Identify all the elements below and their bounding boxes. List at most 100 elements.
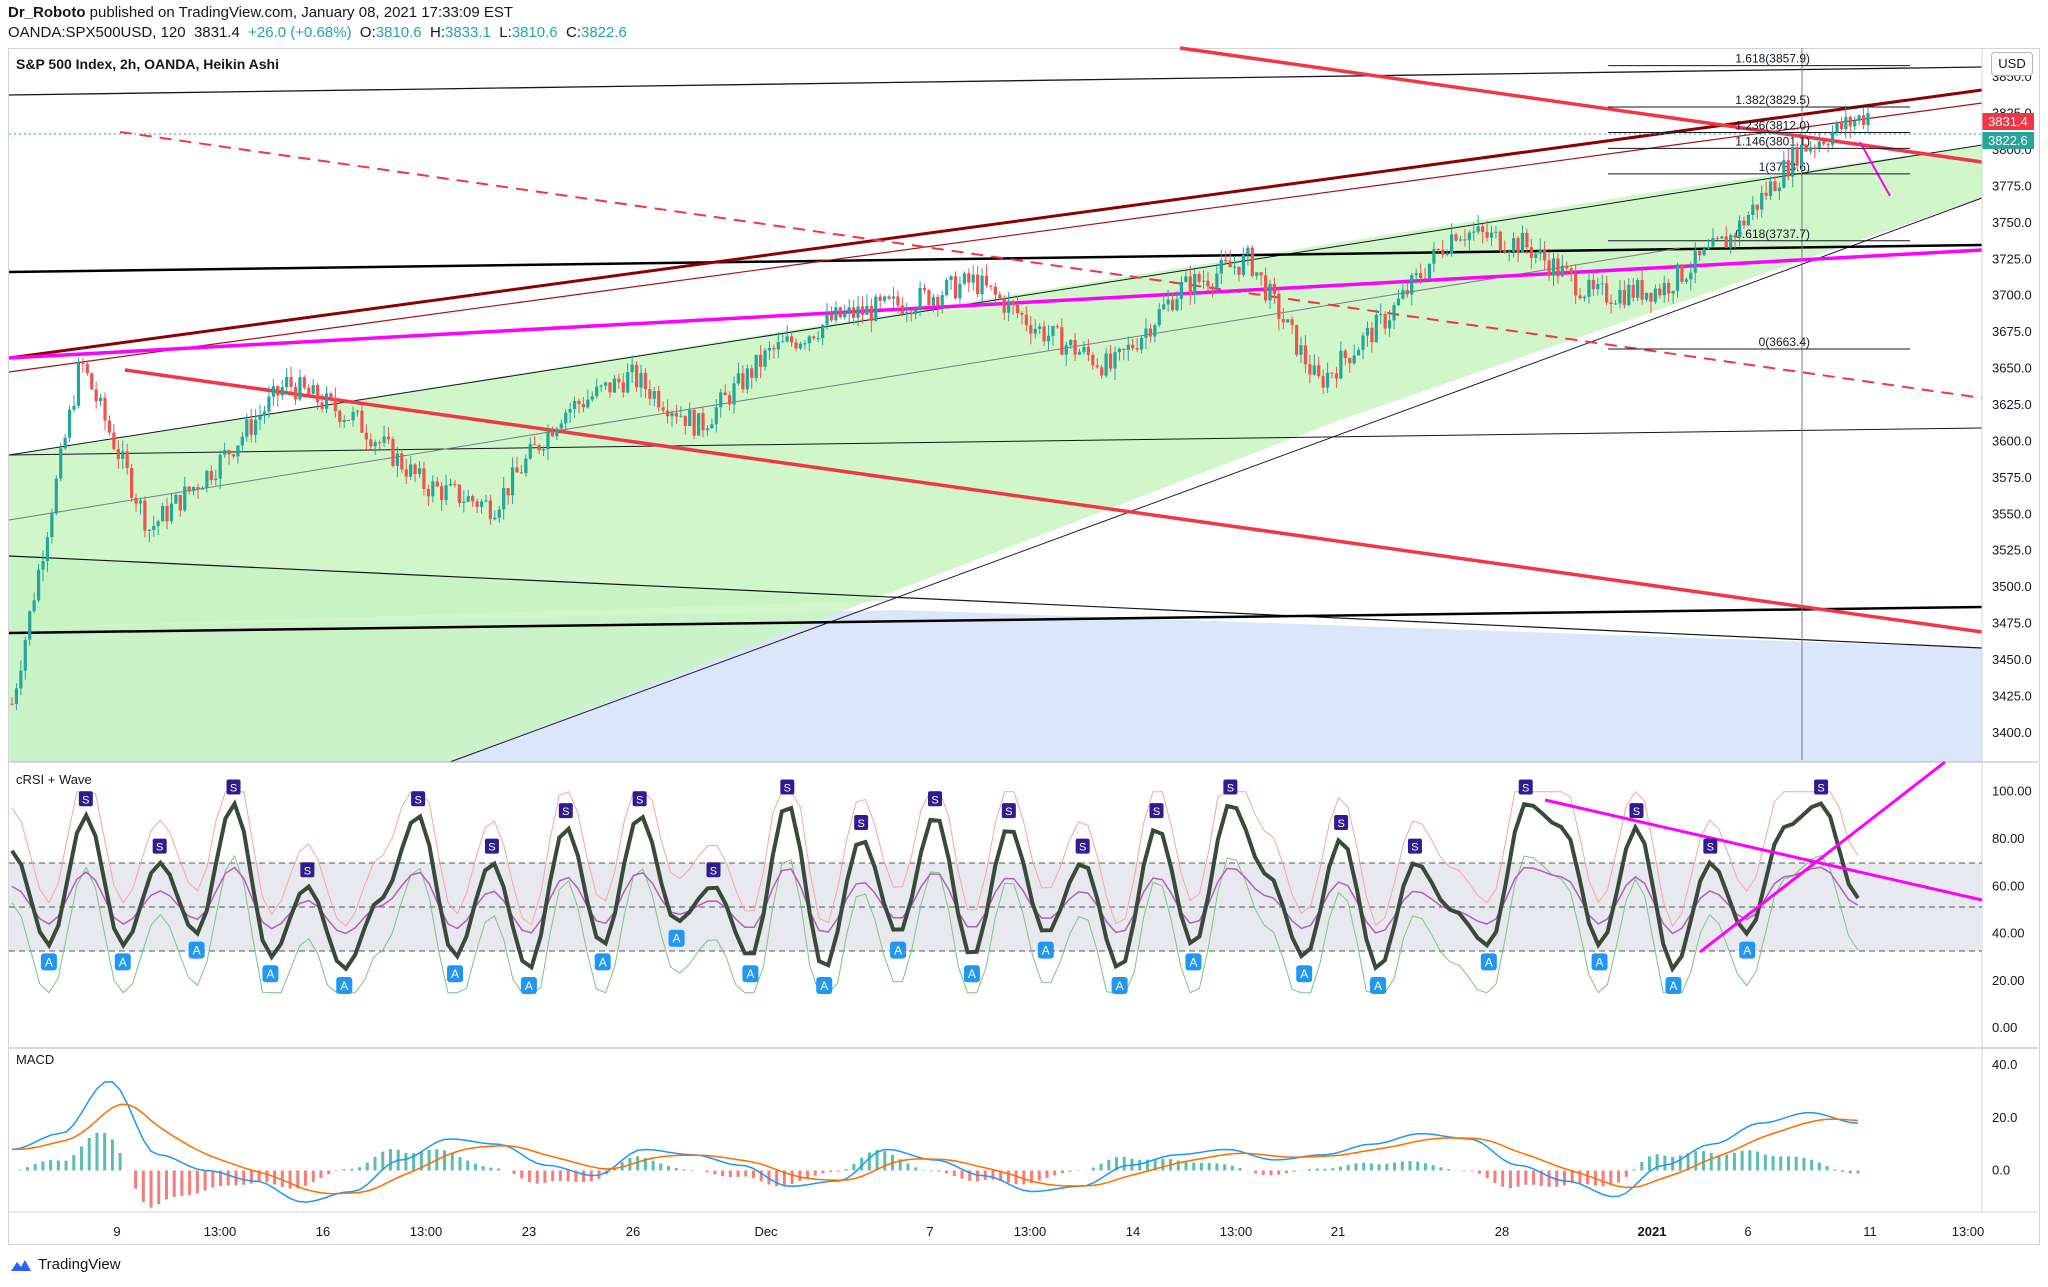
candle-body [639, 372, 643, 388]
candle-body [280, 387, 284, 396]
candle-body [1082, 346, 1086, 352]
candle-body [541, 449, 546, 451]
crsi-axis: 100.00 80.00 60.00 40.00 20.00 0.00 [1992, 784, 2032, 1036]
candle-body [643, 372, 648, 390]
candle-body [670, 413, 674, 417]
a-signal-text: A [1669, 979, 1677, 993]
candle-body [457, 484, 461, 503]
s-signal-text: S [1817, 782, 1824, 794]
candle-body [1135, 348, 1139, 350]
candle-body [1698, 250, 1702, 256]
candle-body [727, 395, 732, 405]
candle-body [1348, 358, 1352, 364]
candle-body [85, 363, 89, 374]
candle-body [1277, 293, 1281, 319]
candle-body [1441, 249, 1445, 255]
s-signal [1001, 803, 1016, 819]
candle-body [692, 410, 696, 436]
candle-body [1073, 340, 1077, 355]
candle-body [72, 405, 76, 410]
candle-body [67, 409, 72, 438]
a-signal [447, 965, 464, 983]
candle-body [927, 290, 931, 306]
candle-body [1219, 259, 1223, 274]
candle-body [152, 525, 156, 531]
candle-body [719, 392, 723, 408]
candle-body [1454, 234, 1458, 241]
candle-body [1033, 328, 1037, 334]
candle-body [245, 419, 249, 437]
candle-body [1179, 281, 1184, 299]
candle-body [1365, 327, 1370, 336]
s-signal [226, 779, 241, 795]
time-tick-label: 13:00 [204, 1224, 237, 1239]
candle-body [1312, 365, 1316, 375]
candle-body [510, 467, 515, 496]
candle-body [914, 309, 918, 315]
candle-body [81, 362, 85, 364]
candle-body [386, 436, 391, 440]
candle-body [1808, 147, 1813, 152]
s-signal-text: S [931, 794, 938, 806]
candle-body [19, 670, 23, 689]
time-tick-label: 21 [1331, 1224, 1345, 1239]
candle-body [506, 488, 510, 496]
price-tick-label: 3475.0 [1992, 616, 2032, 631]
currency-button[interactable]: USD [1991, 52, 2033, 76]
candle-body [1126, 344, 1130, 351]
candle-body [1684, 279, 1688, 282]
fib-label: 0.618(3737.7) [1735, 227, 1810, 241]
candle-body [1627, 284, 1631, 305]
candle-body [710, 424, 714, 429]
candle-body [732, 383, 736, 405]
candle-body [581, 404, 586, 408]
tradingview-logo[interactable]: TradingView [10, 1256, 121, 1273]
candle-body [1166, 299, 1170, 305]
candle-body [1281, 318, 1285, 323]
candle-body [657, 391, 661, 408]
candle-body [1649, 292, 1653, 302]
a-signal [890, 941, 907, 959]
candle-body [1516, 238, 1520, 254]
candle-body [1308, 364, 1312, 375]
a-signal-text: A [1596, 955, 1604, 969]
s-signal [1703, 838, 1718, 854]
candle-body [1343, 350, 1347, 359]
candle-body [1658, 288, 1662, 296]
crsi-magenta-down [1544, 798, 1983, 902]
candle-body [1374, 314, 1378, 343]
candle-body [289, 376, 293, 387]
a-signal [594, 953, 611, 971]
candle-body [196, 487, 200, 490]
candle-body [1241, 254, 1246, 275]
candle-body [1170, 299, 1175, 311]
price-tick-label: 3400.0 [1992, 725, 2032, 740]
candle-body [1600, 283, 1604, 285]
open-label: O: [359, 24, 376, 41]
candle-body [807, 336, 811, 344]
time-tick-label: 13:00 [1952, 1224, 1985, 1239]
candle-body [1489, 232, 1494, 238]
s-signal [706, 862, 721, 878]
candle-body [1742, 220, 1746, 226]
candle-body [10, 703, 14, 705]
candle-body [1095, 365, 1099, 368]
author-name[interactable]: Dr_Roboto [8, 4, 86, 21]
candle-body [333, 397, 337, 411]
candle-body [572, 401, 577, 409]
s-signal [1814, 779, 1829, 795]
candle-body [679, 415, 683, 417]
s-signal [928, 791, 942, 807]
candle-body [1525, 233, 1529, 248]
candle-body [1848, 116, 1852, 127]
candle-body [1711, 238, 1715, 247]
candle-body [240, 436, 244, 446]
crsi-tick-label: 60.00 [1992, 878, 2025, 893]
candle-body [878, 296, 882, 301]
a-signal [1037, 941, 1054, 959]
candle-body [1379, 314, 1383, 316]
candle-body [1246, 247, 1250, 255]
candle-body [1423, 278, 1427, 280]
candle-body [1494, 231, 1498, 233]
